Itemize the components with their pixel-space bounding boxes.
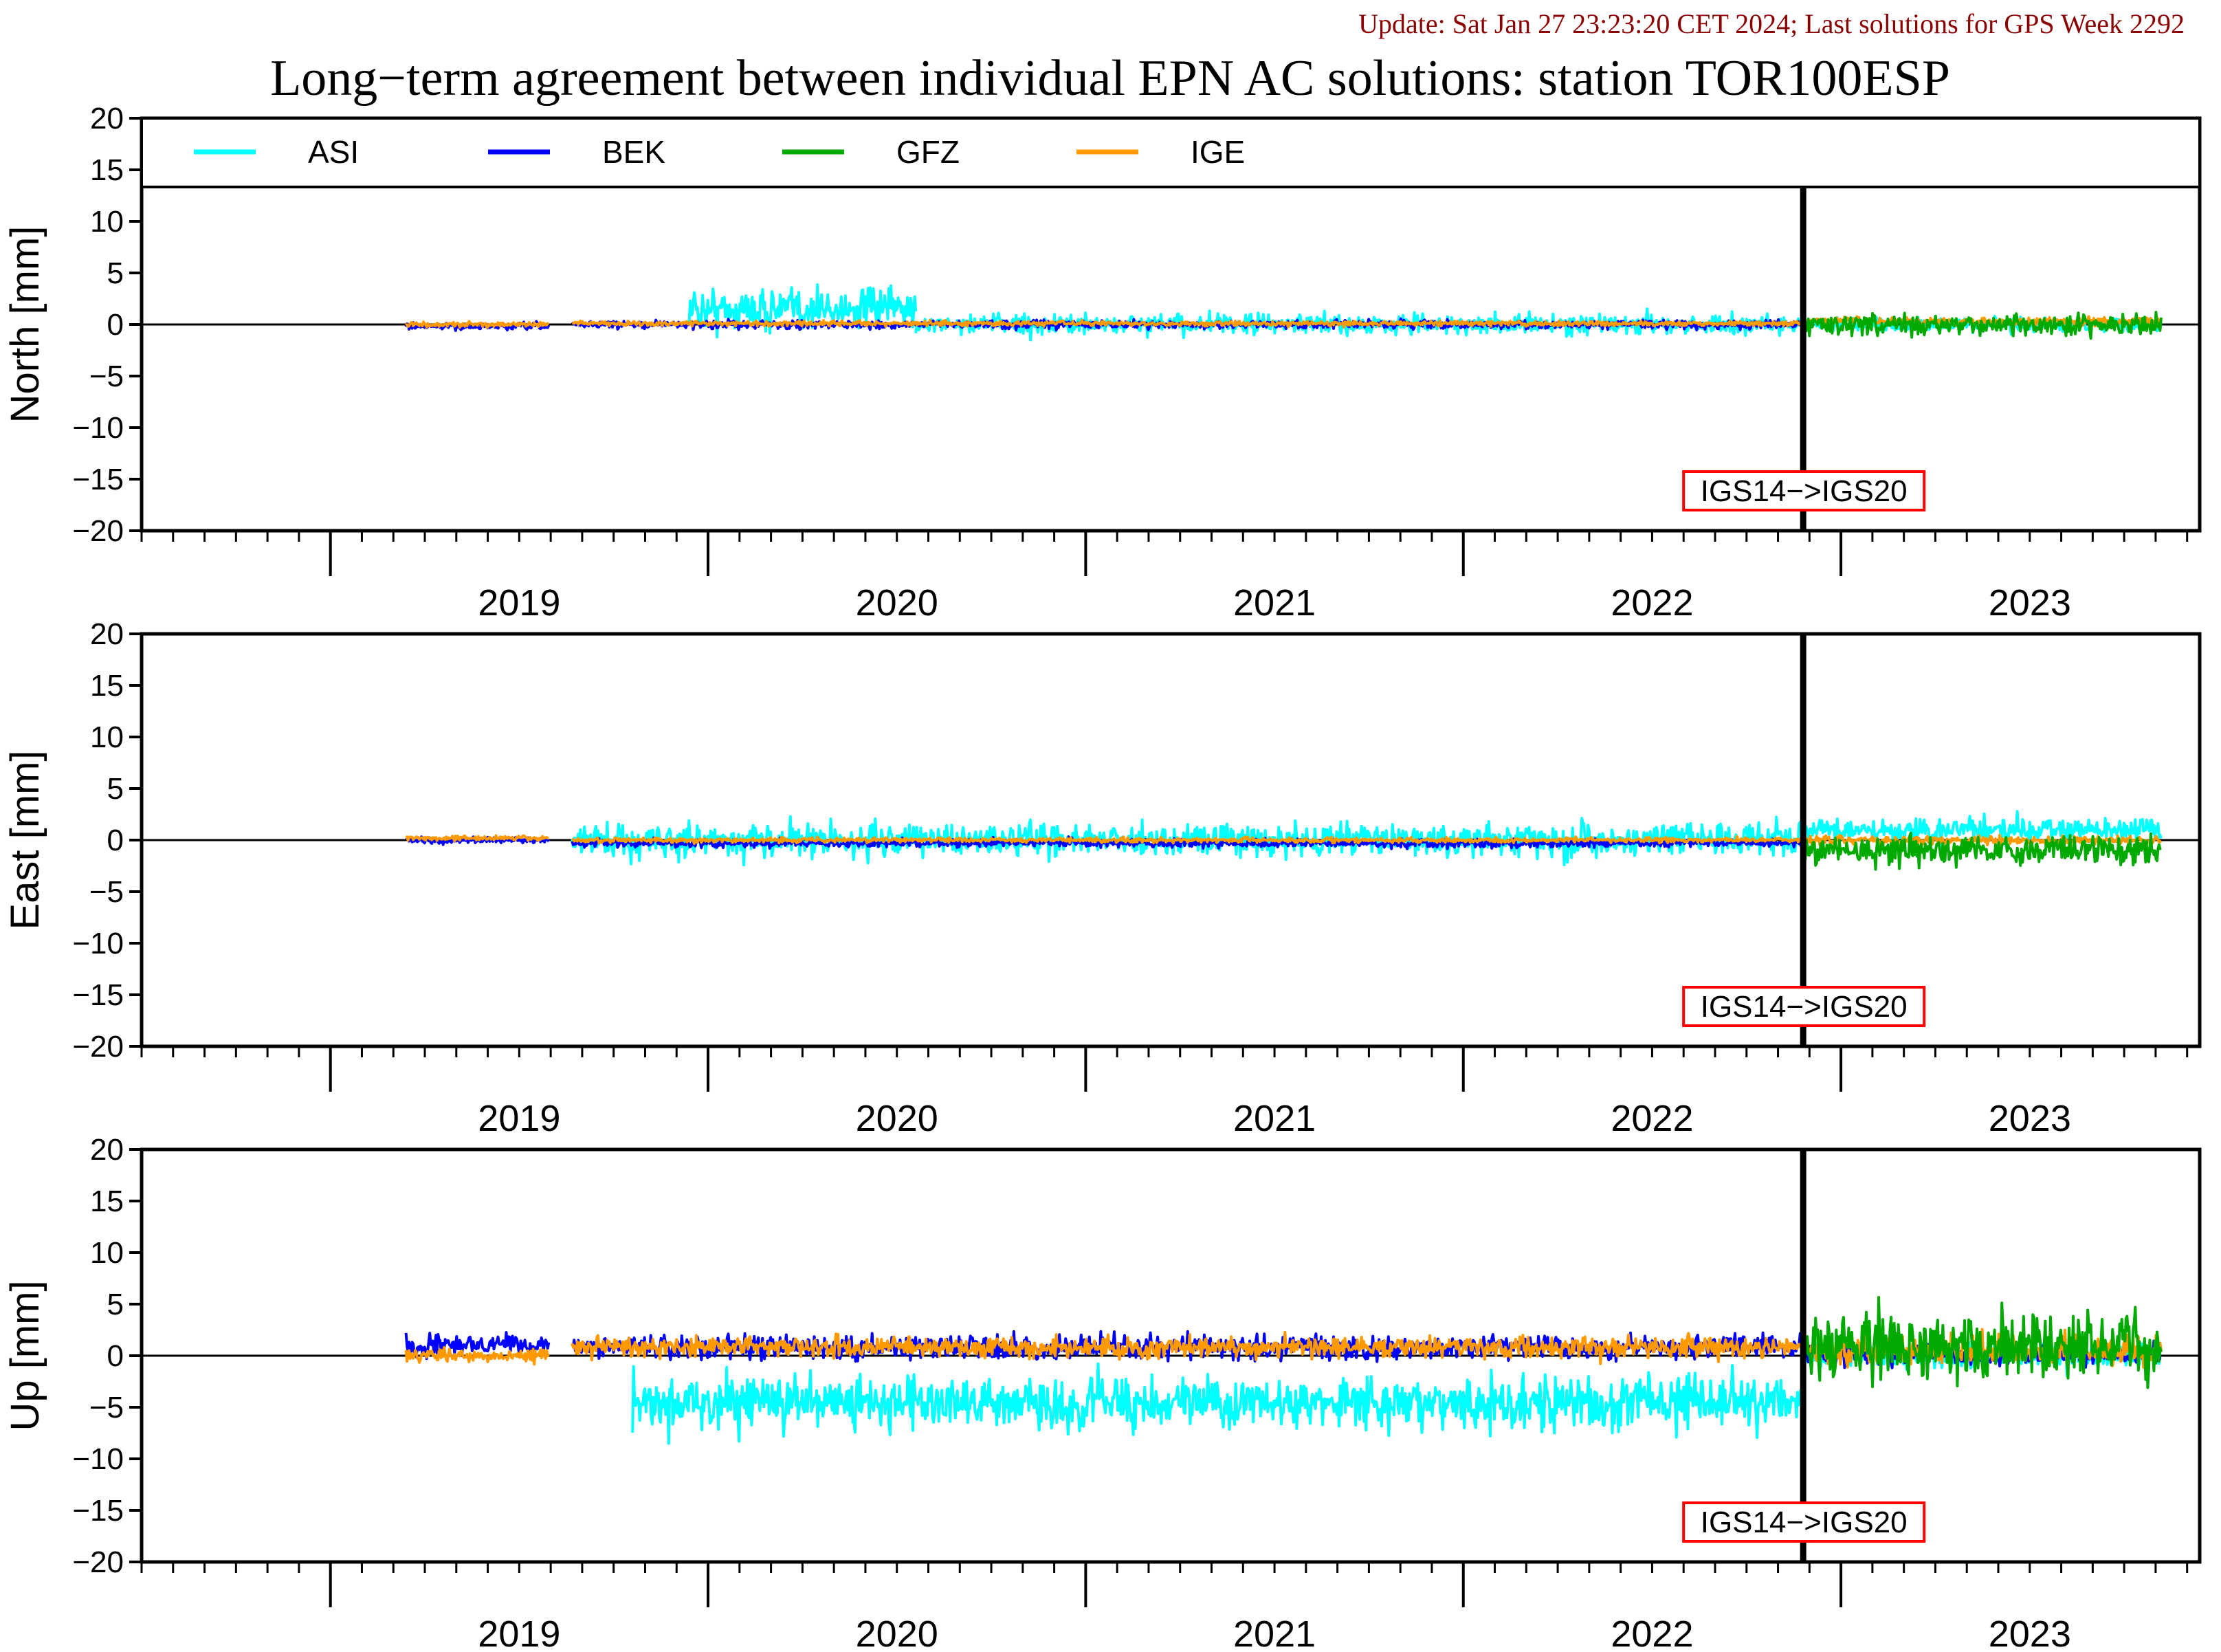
x-tick-label: 2021 bbox=[1233, 1614, 1316, 1649]
event-annotation-label: IGS14−>IGS20 bbox=[1701, 474, 1908, 508]
y-tick-label: 15 bbox=[90, 153, 124, 187]
x-tick-label: 2021 bbox=[1233, 582, 1316, 624]
event-annotation-box bbox=[1682, 1501, 1926, 1543]
y-tick-label: 0 bbox=[107, 308, 124, 342]
y-axis-label: North [mm] bbox=[3, 226, 47, 423]
y-tick-label: −20 bbox=[72, 514, 124, 548]
panel-up: 20 15 10 5 0 −5 −10 −15 −20 Up [mm] 2019 2020 2021 20… bbox=[3, 1133, 2202, 1652]
y-tick-label: −5 bbox=[89, 1391, 124, 1424]
x-tick-label: 2022 bbox=[1611, 1098, 1693, 1139]
plot-frame bbox=[140, 632, 2202, 1048]
y-tick-label: −20 bbox=[72, 1545, 124, 1579]
series-group bbox=[404, 1296, 2163, 1445]
x-tick-label: 2023 bbox=[1989, 1614, 2071, 1649]
y-tick-label: −5 bbox=[89, 360, 124, 393]
y-tick-label: 10 bbox=[90, 720, 124, 754]
event-annotation-box bbox=[1682, 470, 1926, 511]
y-tick-label: −10 bbox=[72, 411, 124, 445]
y-tick-label: 15 bbox=[90, 1185, 124, 1218]
y-tick-label: 5 bbox=[107, 256, 124, 290]
series-gfz bbox=[1802, 311, 2163, 340]
series-group bbox=[404, 283, 2163, 342]
y-tick-label: −15 bbox=[72, 463, 124, 496]
legend-label-ige: IGE bbox=[1191, 134, 1245, 170]
series-gfz bbox=[1802, 1296, 2163, 1389]
series-gfz bbox=[1802, 831, 2162, 871]
x-tick-label: 2019 bbox=[478, 582, 560, 624]
y-tick-label: 10 bbox=[90, 205, 124, 239]
x-tick-label: 2022 bbox=[1611, 1614, 1693, 1649]
y-tick-label: 20 bbox=[90, 1133, 124, 1167]
panel-north: 20 15 10 5 0 −5 −10 −15 −20 North [mm] 2019 2020 202… bbox=[3, 102, 2202, 624]
x-tick-label: 2019 bbox=[478, 1098, 560, 1139]
chart-title: Long−term agreement between individual E… bbox=[270, 50, 1950, 107]
x-tick-label: 2022 bbox=[1611, 582, 1693, 624]
y-tick-label: 10 bbox=[90, 1236, 124, 1270]
y-tick-label: 5 bbox=[107, 772, 124, 806]
y-tick-label: −5 bbox=[89, 875, 124, 909]
y-axis-label: Up [mm] bbox=[3, 1280, 47, 1431]
x-tick-label: 2023 bbox=[1989, 1098, 2071, 1139]
y-tick-label: 0 bbox=[107, 824, 124, 857]
y-tick-label: −20 bbox=[72, 1030, 124, 1064]
y-tick-label: 0 bbox=[107, 1339, 124, 1373]
legend-label-gfz: GFZ bbox=[896, 134, 960, 170]
x-tick-label: 2020 bbox=[856, 1614, 938, 1649]
y-tick-label: 20 bbox=[90, 102, 124, 135]
y-tick-label: −15 bbox=[72, 978, 124, 1012]
y-tick-label: −10 bbox=[72, 927, 124, 960]
legend-label-bek: BEK bbox=[602, 134, 665, 170]
event-annotation-box bbox=[1682, 986, 1926, 1027]
x-tick-label: 2020 bbox=[856, 1098, 938, 1139]
y-tick-label: 5 bbox=[107, 1288, 124, 1321]
plot-frame bbox=[140, 1147, 2202, 1564]
event-annotation-label: IGS14−>IGS20 bbox=[1701, 1506, 1908, 1539]
series-group bbox=[405, 810, 2163, 871]
x-tick-label: 2020 bbox=[856, 582, 938, 624]
event-annotation-label: IGS14−>IGS20 bbox=[1701, 990, 1908, 1024]
y-tick-label: 15 bbox=[90, 669, 124, 703]
x-tick-label: 2021 bbox=[1233, 1098, 1316, 1139]
update-text: Update: Sat Jan 27 23:23:20 CET 2024; La… bbox=[1358, 8, 2185, 39]
x-tick-label: 2023 bbox=[1989, 582, 2071, 624]
y-tick-label: 20 bbox=[90, 617, 124, 651]
panel-east: 20 15 10 5 0 −5 −10 −15 −20 East [mm] 2019 2020 2021… bbox=[3, 617, 2202, 1139]
x-tick-label: 2019 bbox=[478, 1614, 560, 1649]
y-tick-label: −15 bbox=[72, 1494, 124, 1528]
legend: ASI BEK GFZ IGE bbox=[140, 117, 2201, 188]
y-axis-label: East [mm] bbox=[3, 750, 47, 929]
y-tick-label: −10 bbox=[72, 1442, 124, 1476]
legend-label-asi: ASI bbox=[308, 134, 359, 170]
